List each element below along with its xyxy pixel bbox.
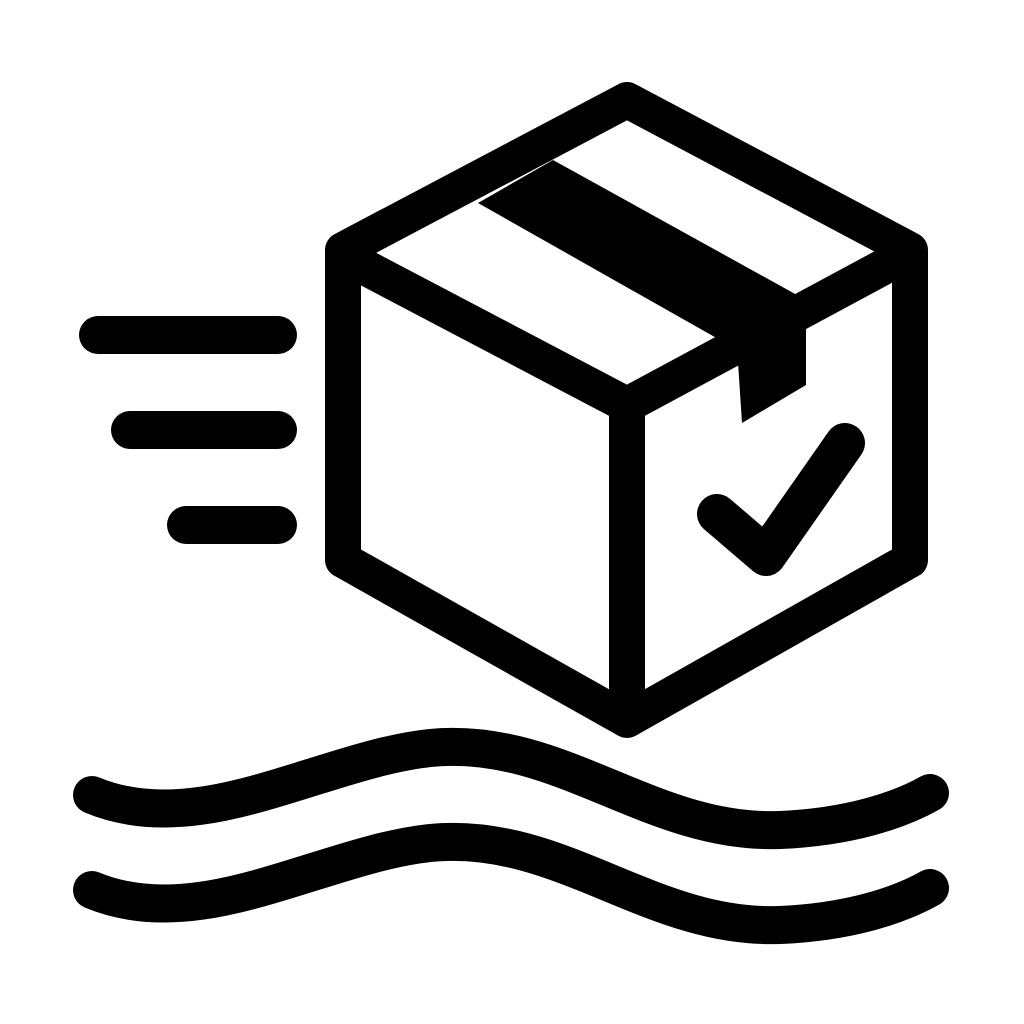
speed-lines	[79, 316, 297, 544]
box-icon	[325, 82, 928, 738]
wave-top	[73, 727, 949, 850]
waves	[73, 727, 949, 945]
tape	[478, 160, 806, 423]
checkmark-icon	[697, 423, 865, 576]
wave-bottom	[73, 822, 949, 945]
